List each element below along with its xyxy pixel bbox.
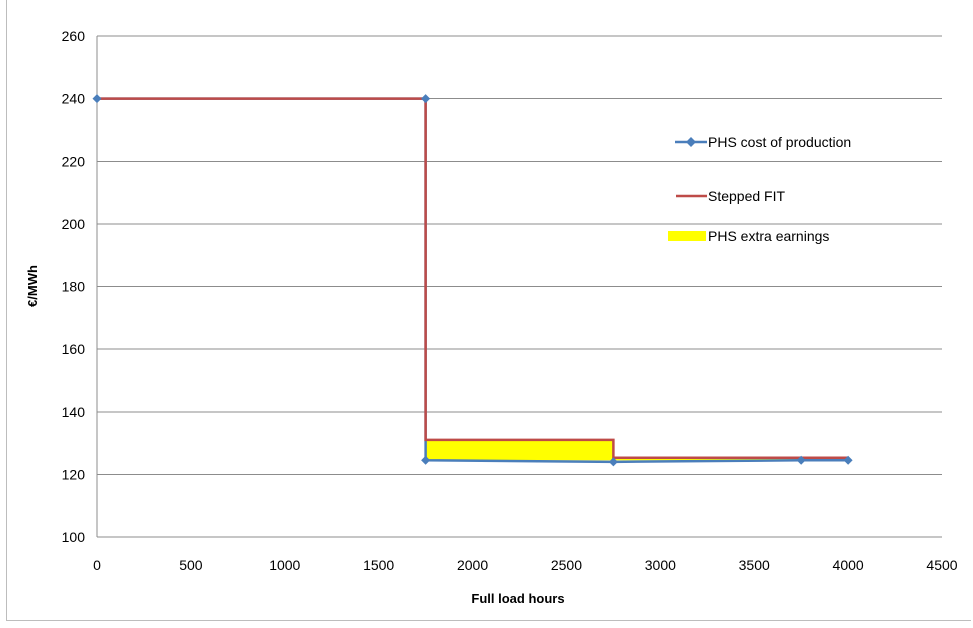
y-tick-label: 140 (62, 404, 86, 420)
legend-item-extra-earnings: PHS extra earnings (668, 228, 829, 244)
series-line-stepped-fit (97, 97, 849, 460)
x-tick-label: 3500 (739, 557, 770, 573)
x-tick-label: 500 (179, 557, 203, 573)
extra-earnings-area-0 (425, 439, 614, 461)
y-tick-label: 200 (62, 216, 86, 232)
legend-label-extra-earnings: PHS extra earnings (708, 228, 829, 244)
cost-marker-point (92, 94, 102, 104)
x-tick-label: 2500 (551, 557, 582, 573)
legend-label-stepped-fit: Stepped FIT (708, 188, 785, 204)
series-line-cost-of-production (97, 97, 849, 464)
chart-frame (6, 0, 971, 621)
x-tick-label: 4500 (926, 557, 957, 573)
legend-item-cost-of-production: PHS cost of production (675, 134, 851, 150)
x-axis-title: Full load hours (471, 591, 564, 606)
y-tick-label: 220 (62, 153, 86, 169)
y-tick-labels: 100 120 140 160 180 200 220 240 260 (62, 28, 86, 545)
series-markers (92, 94, 853, 467)
x-tick-labels: 0 500 1000 1500 2000 2500 3000 3500 4000 4500 (93, 557, 958, 573)
legend-label-cost-of-production: PHS cost of production (708, 134, 851, 150)
x-tick-label: 2000 (457, 557, 488, 573)
cost-marker-point (796, 455, 806, 465)
x-tick-label: 3000 (645, 557, 676, 573)
y-tick-label: 120 (62, 466, 86, 482)
x-tick-label: 1000 (269, 557, 300, 573)
legend: PHS cost of production Stepped FIT PHS e… (668, 134, 851, 244)
y-tick-label: 180 (62, 279, 86, 295)
y-tick-label: 260 (62, 28, 86, 44)
cost-marker-point (421, 94, 431, 104)
y-tick-label: 160 (62, 341, 86, 357)
extra-earnings-area-1 (613, 457, 849, 461)
y-tick-label: 100 (62, 529, 86, 545)
extra-earnings-areas (425, 439, 849, 461)
series-lines (97, 97, 849, 464)
y-tick-label: 240 (62, 91, 86, 107)
gridlines (96, 35, 942, 538)
cost-marker-point (421, 455, 431, 465)
legend-swatch-extra-earnings (668, 231, 706, 241)
y-axis-title: €/MWh (25, 265, 40, 307)
legend-swatch-cost-marker (686, 137, 696, 147)
cost-marker-point (843, 455, 853, 465)
x-tick-label: 1500 (363, 557, 394, 573)
x-tick-label: 4000 (833, 557, 864, 573)
cost-marker-point (608, 457, 618, 467)
x-tick-label: 0 (93, 557, 101, 573)
legend-item-stepped-fit: Stepped FIT (676, 188, 785, 204)
